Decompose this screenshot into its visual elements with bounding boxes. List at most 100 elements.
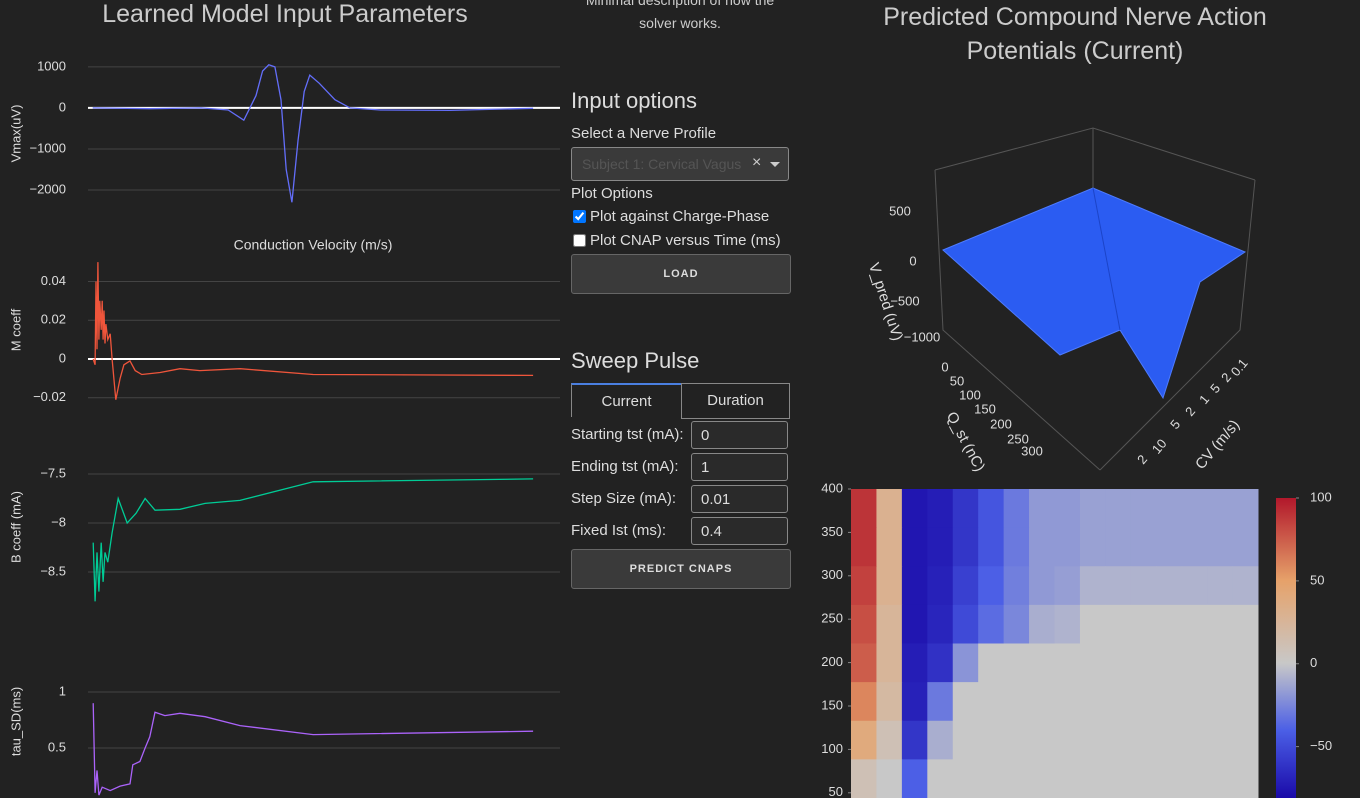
checkbox-row: Plot CNAP versus Time (ms) (573, 232, 781, 249)
heatmap-cell (927, 643, 954, 683)
heatmap-cell (1207, 527, 1234, 567)
heatmap-cell (1130, 720, 1157, 760)
heatmap-cell (901, 643, 928, 683)
y-axis-title: M coeff (8, 308, 23, 351)
y-tick-label: 1000 (37, 58, 66, 73)
heatmap-cell (1029, 682, 1055, 722)
surface-3d (934, 127, 1256, 471)
heatmap-cell (1079, 566, 1106, 606)
colorbar-tick-label: 50 (1310, 572, 1324, 587)
heatmap-cell (1207, 489, 1234, 529)
heatmap-cell (1054, 759, 1081, 798)
profile-dropdown[interactable]: Subject 1: Cervical Vagus × (571, 147, 789, 181)
heatmap-cell (927, 759, 954, 798)
heatmap-cell (1232, 643, 1259, 683)
heatmap-cell (952, 720, 979, 760)
y-tick-label: −2000 (29, 181, 66, 196)
heatmap-cell (1181, 604, 1208, 644)
heatmap-cell (1054, 566, 1081, 606)
colorbar-tick-label: 0 (1310, 655, 1317, 670)
field-input[interactable]: 0.4 (691, 517, 788, 545)
heatmap-cell (876, 720, 903, 760)
heatmap-cell (1181, 643, 1208, 683)
y-tick-label: 350 (821, 524, 843, 539)
field-label: Fixed Ist (ms): (571, 522, 667, 539)
heatmap-cell (1029, 643, 1055, 683)
y-axis-title: tau_SD(ms) (8, 687, 23, 756)
surface-tick-label: 500 (889, 203, 911, 218)
heatmap-cell (927, 566, 954, 606)
heatmap-cell (1156, 643, 1183, 683)
heatmap-cell (1079, 759, 1106, 798)
heatmap-cell (952, 604, 979, 644)
surface-tick-label: 5 (1167, 417, 1183, 432)
dropdown-arrow[interactable] (770, 162, 780, 167)
heatmap-cell (1130, 643, 1157, 683)
y-axis-title: B coeff (mA) (8, 491, 23, 563)
y-tick-label: −7.5 (40, 465, 66, 480)
y-tick-label: 0.04 (41, 273, 66, 288)
surface-tick-label: 10 (1149, 436, 1170, 457)
field-input[interactable]: 0.01 (691, 485, 788, 513)
y-axis-title: Vmax(uV) (8, 105, 23, 163)
checkbox[interactable] (573, 234, 586, 247)
heatmap-cell (1181, 489, 1208, 529)
y-tick-label: 400 (821, 480, 843, 495)
heatmap-cell (1207, 682, 1234, 722)
sweep-heading: Sweep Pulse (571, 348, 700, 373)
right-title: Predicted Compound Nerve Action Potentia… (883, 3, 1267, 65)
load-button[interactable]: LOAD (571, 254, 791, 294)
heatmap-cell (876, 643, 903, 683)
field-label: Starting tst (mA): (571, 426, 684, 443)
tab[interactable]: Duration (681, 383, 790, 419)
heatmap-cell (927, 604, 954, 644)
heatmap-cell (1105, 527, 1132, 567)
surface-tick-label: 300 (1021, 443, 1043, 458)
heatmap-cell (952, 489, 979, 529)
y-tick-label: 0 (59, 99, 66, 114)
colorbar-tick-label: −50 (1310, 738, 1332, 753)
heatmap-cell (1181, 759, 1208, 798)
tab-active[interactable]: Current (571, 383, 681, 417)
surface-axis-edge (934, 127, 1256, 181)
y-tick-label: 150 (821, 697, 843, 712)
data-line (92, 64, 534, 203)
heatmap-cell (1105, 566, 1132, 606)
heatmap-cell (978, 604, 1005, 644)
heatmap-cell (1105, 643, 1132, 683)
heatmap-cell (1156, 527, 1183, 567)
predict-button[interactable]: PREDICT CNAPS (571, 549, 791, 589)
heatmap-cell (901, 604, 928, 644)
surface-tick-label: 2 (1182, 404, 1198, 419)
heatmap-cell (1029, 720, 1055, 760)
y-tick-label: −0.02 (33, 389, 66, 404)
field-input[interactable]: 0 (691, 421, 788, 449)
heatmap-cell (1181, 566, 1208, 606)
heatmap-cell (1003, 604, 1030, 644)
heatmap-cell (901, 682, 928, 722)
heatmap-cell (1232, 566, 1259, 606)
heatmap-cell (901, 759, 928, 798)
heatmap-cell (901, 720, 928, 760)
field-input[interactable]: 1 (691, 453, 788, 481)
surface-ridge (1092, 187, 1121, 331)
heatmap-cell (952, 527, 979, 567)
heatmap-cell (1232, 759, 1259, 798)
heatmap-cell (1232, 720, 1259, 760)
heatmap-cell (1156, 682, 1183, 722)
y-tick-label: 200 (821, 654, 843, 669)
heatmap-cell (1079, 489, 1106, 529)
heatmap-cell (952, 566, 979, 606)
heatmap-cell (901, 566, 928, 606)
surface-tick-label: 200 (990, 416, 1012, 431)
clear-icon[interactable]: × (752, 154, 762, 171)
checkbox[interactable] (573, 210, 586, 223)
heatmap-cell (978, 682, 1005, 722)
x-axis-title: Conduction Velocity (m/s) (234, 237, 393, 253)
surface-tick-label: −1000 (904, 329, 941, 344)
heatmap-cell (1181, 682, 1208, 722)
heatmap-cell (1003, 720, 1030, 760)
data-line (92, 703, 534, 796)
heatmap-cell (1079, 643, 1106, 683)
y-tick-label: 0.5 (48, 739, 66, 754)
